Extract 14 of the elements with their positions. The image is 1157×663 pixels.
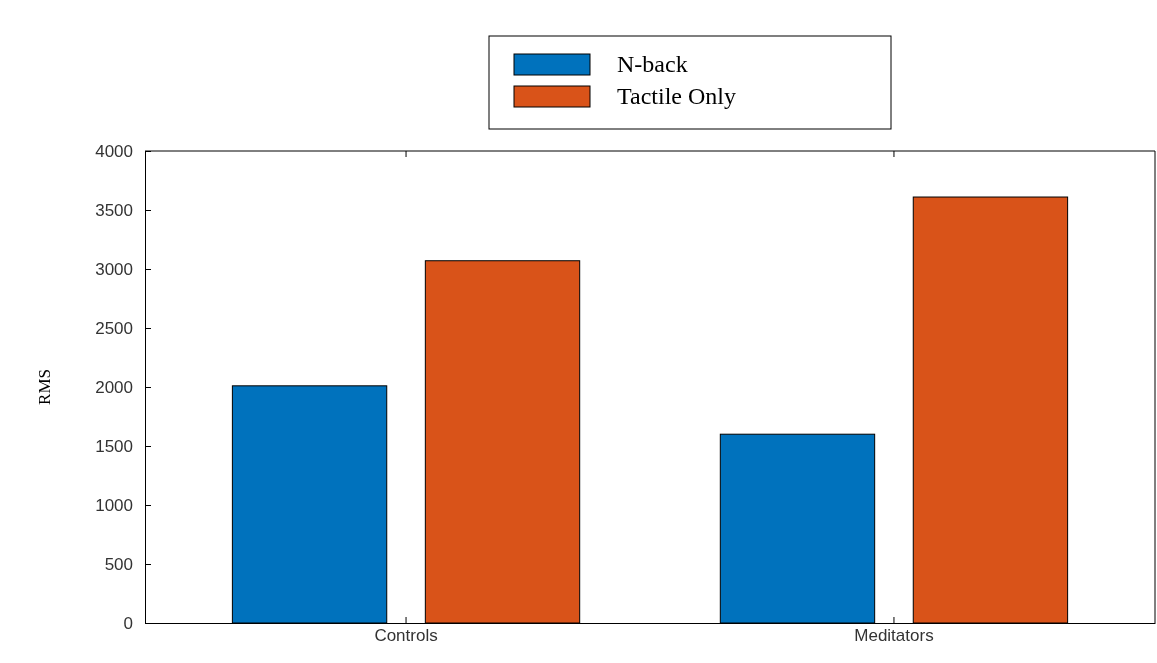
y-tick-label: 1000 xyxy=(95,495,133,515)
y-tick-label: 1500 xyxy=(95,436,133,456)
legend-label: N-back xyxy=(617,51,688,77)
y-tick-label: 3000 xyxy=(95,259,133,279)
y-tick-label: 500 xyxy=(104,554,133,574)
y-tick-label: 4000 xyxy=(95,141,133,161)
y-tick-label: 2500 xyxy=(95,318,133,338)
y-tick-label: 2000 xyxy=(95,377,133,397)
y-tick-label: 0 xyxy=(123,613,133,633)
x-tick-label: Meditators xyxy=(854,626,934,646)
y-tick-label: 3500 xyxy=(95,200,133,220)
legend-label: Tactile Only xyxy=(617,83,736,109)
y-axis-title: RMS xyxy=(35,369,54,405)
x-tick-label: Controls xyxy=(374,626,438,646)
